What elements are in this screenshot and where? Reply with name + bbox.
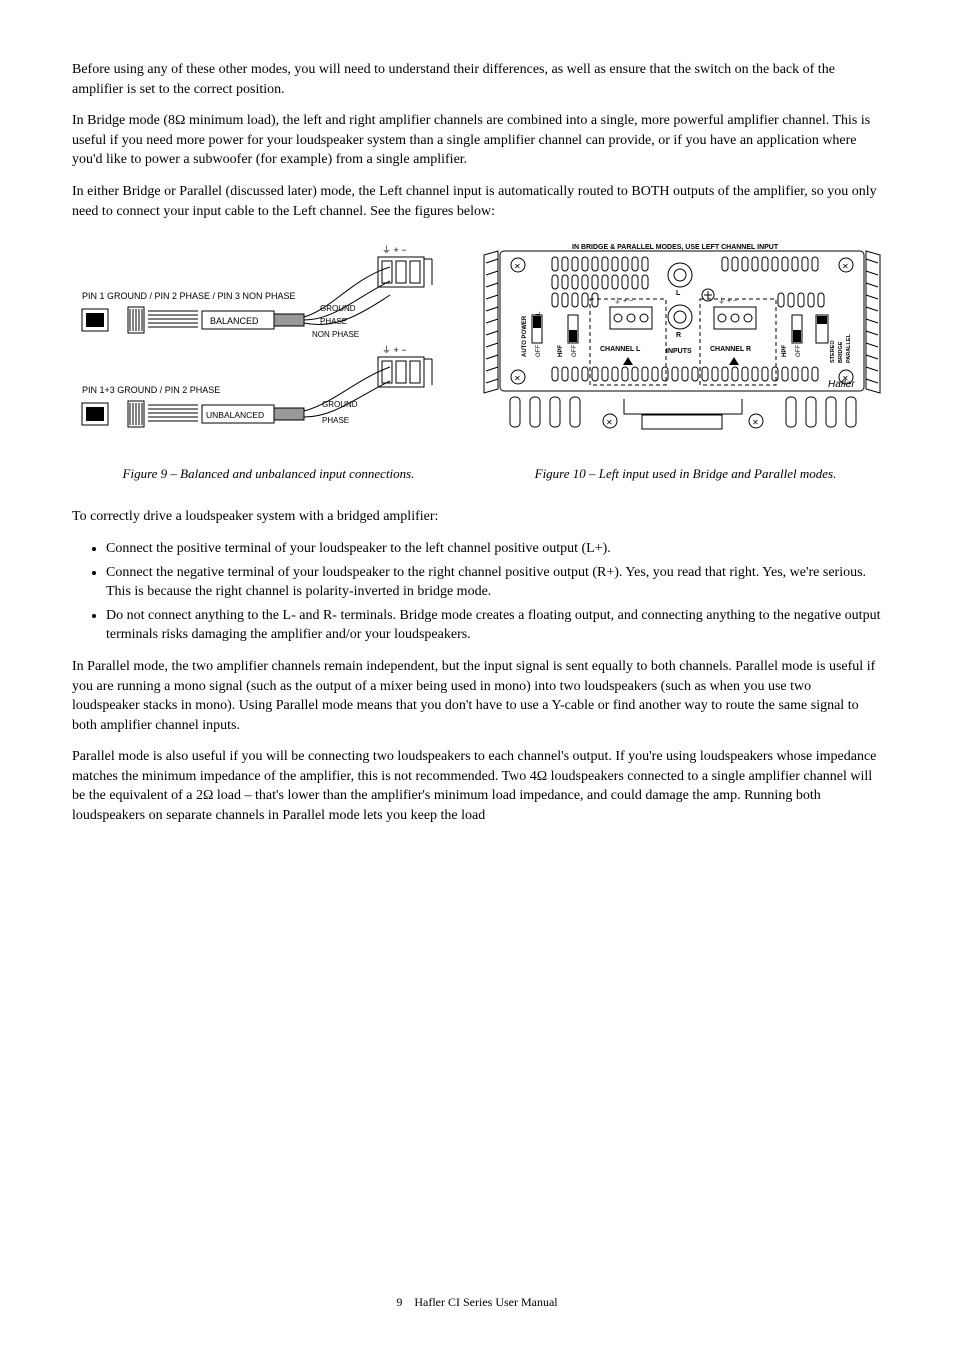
hpf-r-off-label: OFF: [796, 345, 802, 357]
parallel-p1: In Parallel mode, the two amplifier chan…: [72, 657, 882, 735]
figure-row: PIN 1 GROUND / PIN 2 PHASE / PIN 3 NON P…: [72, 239, 882, 459]
channel-l-label: CHANNEL L: [600, 346, 641, 353]
knob-r-icon: [668, 305, 692, 329]
auto-l-label: L: [536, 311, 542, 315]
figure-captions: Figure 9 – Balanced and unbalanced input…: [72, 465, 882, 483]
xlr-inner-2-icon: [86, 407, 104, 421]
figure-9: PIN 1 GROUND / PIN 2 PHASE / PIN 3 NON P…: [72, 239, 458, 459]
intro-p2-prefix: In Bridge mode (8: [72, 113, 175, 128]
figure-10-caption: Figure 10 – Left input used in Bridge an…: [489, 465, 882, 483]
bridge-bullet-2: Connect the negative terminal of your lo…: [106, 563, 882, 602]
balanced-nonphase-label: NON PHASE: [312, 330, 359, 339]
unbalanced-label: UNBALANCED: [206, 410, 264, 420]
svg-text:✕: ✕: [752, 418, 759, 427]
unbalanced-plug-icon: [274, 408, 304, 420]
svg-text:✕: ✕: [842, 262, 849, 271]
heatsink-right-icon: [866, 251, 880, 393]
vent-top-right-icon: [722, 257, 818, 271]
cable-unbalanced-icon: [128, 401, 144, 427]
channel-r-label: CHANNEL R: [710, 346, 751, 353]
intro-p1: Before using any of these other modes, y…: [72, 60, 882, 99]
xlr-inner-icon: [86, 313, 104, 327]
unbalanced-ground-label: GROUND: [322, 400, 358, 409]
intro-p3: In either Bridge or Parallel (discussed …: [72, 182, 882, 221]
term-sym-l: ⏚ + −: [614, 297, 633, 305]
center-bracket-icon: [624, 399, 742, 429]
bridge-bullet-1: Connect the positive terminal of your lo…: [106, 539, 882, 559]
document-page: Before using any of these other modes, y…: [72, 60, 882, 826]
unbalanced-phase-label: PHASE: [322, 416, 349, 425]
ohm-symbol-1: Ω: [175, 113, 185, 128]
balanced-fanout-icon: [304, 267, 390, 325]
knob-l-label: L: [676, 290, 681, 297]
ohm-symbol-3: Ω: [203, 788, 213, 803]
vent-bottom-icon: [552, 367, 818, 381]
auto-off-label: OFF: [536, 345, 542, 357]
ohm-symbol-2: Ω: [537, 769, 547, 784]
terminal-symbols-2: ⏚ + −: [382, 345, 407, 355]
hafler-signature: Hafler: [828, 379, 855, 390]
inputs-label: INPUTS: [666, 348, 692, 355]
figure-9-caption: Figure 9 – Balanced and unbalanced input…: [72, 465, 465, 483]
rack-legs-icon: [510, 397, 856, 427]
mode-parallel-label: PARALLEL: [846, 334, 852, 364]
bridge-bullet-3: Do not connect anything to the L- and R-…: [106, 606, 882, 645]
svg-text:✕: ✕: [514, 262, 521, 271]
mode-stereo-label: STEREO: [830, 340, 836, 363]
heatsink-left-icon: [484, 251, 498, 393]
svg-text:✕: ✕: [514, 374, 521, 383]
fig10-top-text: IN BRIDGE & PARALLEL MODES, USE LEFT CHA…: [572, 244, 779, 251]
vent-mid-left-icon: [552, 275, 648, 289]
balanced-label: BALANCED: [210, 316, 259, 326]
footer-page-number: 9: [396, 1295, 402, 1309]
cable-balanced-lines-icon: [148, 311, 198, 327]
svg-text:✕: ✕: [606, 418, 613, 427]
footer-manual-title: Hafler CI Series User Manual: [414, 1295, 557, 1309]
balanced-phase-label: PHASE: [320, 317, 347, 326]
figure-10: IN BRIDGE & PARALLEL MODES, USE LEFT CHA…: [482, 239, 882, 459]
term-sym-r: ⏚ + −: [718, 297, 737, 305]
figure-9-svg: PIN 1 GROUND / PIN 2 PHASE / PIN 3 NON P…: [72, 239, 452, 459]
input-term-l-icon: [610, 307, 652, 329]
intro-p2: In Bridge mode (8Ω minimum load), the le…: [72, 111, 882, 170]
terminal-symbols-1: ⏚ + −: [382, 245, 407, 255]
vent-low-right-icon: [778, 293, 824, 307]
mode-bridge-label: BRIDGE: [838, 341, 844, 363]
cable-unbalanced-lines-icon: [148, 405, 198, 421]
hpf-r-label: HPF: [782, 345, 788, 357]
arrow-up-l-icon: [623, 357, 633, 365]
input-term-r-icon: [714, 307, 756, 329]
knob-r-label: R: [676, 332, 681, 339]
hpf-l-label: HPF: [558, 345, 564, 357]
arrow-up-r-icon: [729, 357, 739, 365]
hpf-l-off-label: OFF: [572, 345, 578, 357]
vent-top-left-icon: [552, 257, 648, 271]
fig9-unbalanced-pins: PIN 1+3 GROUND / PIN 2 PHASE: [82, 385, 220, 395]
figure-10-svg: IN BRIDGE & PARALLEL MODES, USE LEFT CHA…: [482, 239, 882, 459]
fig9-balanced-pins: PIN 1 GROUND / PIN 2 PHASE / PIN 3 NON P…: [82, 291, 296, 301]
vent-low-left-icon: [552, 293, 598, 307]
cable-balanced-icon: [128, 307, 144, 333]
knob-l-icon: [668, 263, 692, 287]
auto-power-label: AUTO POWER: [522, 315, 528, 357]
unbalanced-fanout-icon: [304, 367, 390, 417]
balanced-plug-icon: [274, 314, 304, 326]
bridge-lead: To correctly drive a loudspeaker system …: [72, 507, 882, 527]
parallel-p2: Parallel mode is also useful if you will…: [72, 747, 882, 825]
bridge-bullets: Connect the positive terminal of your lo…: [106, 539, 882, 645]
page-footer: 9 Hafler CI Series User Manual: [0, 1294, 954, 1311]
balanced-ground-label: GROUND: [320, 304, 356, 313]
intro-p2-suffix: minimum load), the left and right amplif…: [72, 113, 870, 167]
